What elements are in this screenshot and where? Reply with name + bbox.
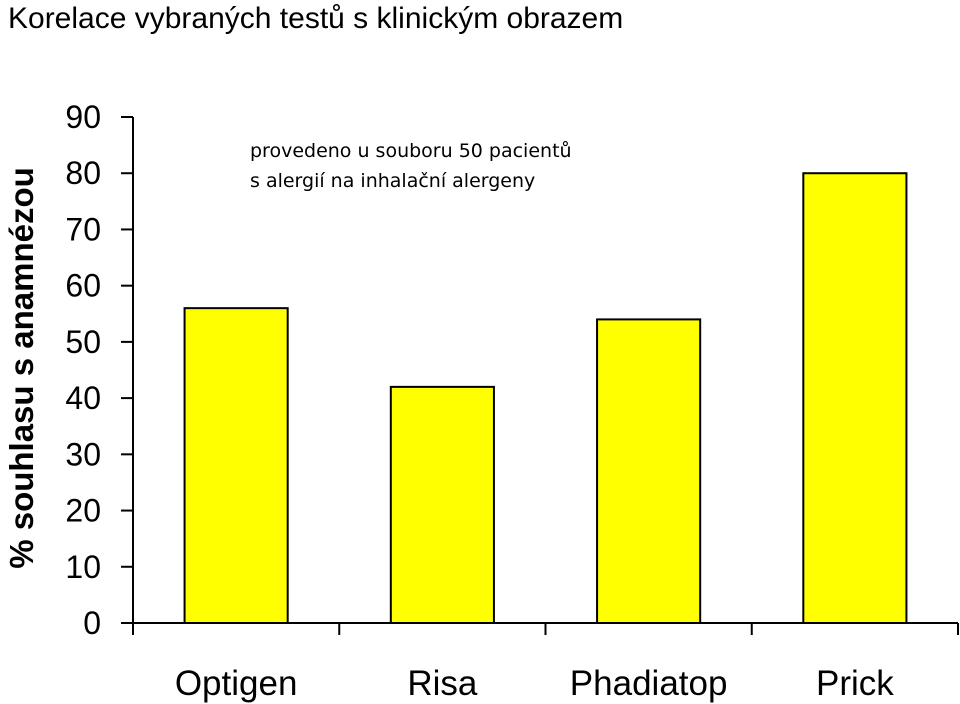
y-tick-label: 10 xyxy=(65,549,101,585)
annotation-line-2: s alergií na inhalační alergeny xyxy=(250,170,536,192)
y-tick-label: 80 xyxy=(65,155,101,191)
x-category-label: Prick xyxy=(816,664,894,703)
y-tick-label: 90 xyxy=(65,99,101,135)
chart-annotation: provedeno u souboru 50 pacientů s alergi… xyxy=(250,136,572,196)
bar-risa xyxy=(389,385,495,624)
y-tick-label: 40 xyxy=(65,380,101,416)
y-tick-label: 70 xyxy=(65,211,101,247)
bar-phadiatop xyxy=(596,318,702,624)
x-category-label: Phadiatop xyxy=(570,664,728,703)
y-tick-label: 0 xyxy=(83,605,101,641)
x-category-label: Risa xyxy=(407,664,478,703)
bar-optigen xyxy=(183,307,289,624)
bar-prick xyxy=(802,172,908,624)
y-tick-label: 50 xyxy=(65,324,101,360)
y-tick-label: 30 xyxy=(65,436,101,472)
annotation-line-1: provedeno u souboru 50 pacientů xyxy=(250,140,572,162)
y-tick-label: 60 xyxy=(65,268,101,304)
chart-title: Korelace vybraných testů s klinickým obr… xyxy=(8,2,624,35)
y-tick-label: 20 xyxy=(65,493,101,529)
x-category-label: Optigen xyxy=(175,664,298,703)
